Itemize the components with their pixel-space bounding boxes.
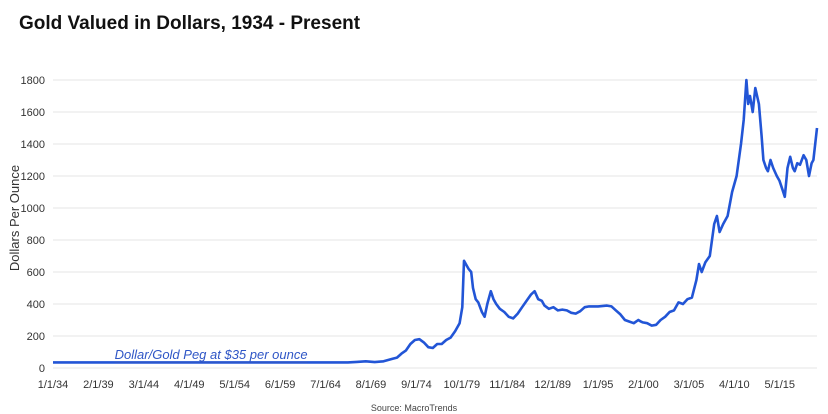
x-tick-label: 8/1/69 xyxy=(356,379,387,391)
x-tick-label: 5/1/54 xyxy=(219,379,250,391)
y-tick-label: 1800 xyxy=(21,75,45,87)
x-tick-label: 9/1/74 xyxy=(401,379,432,391)
x-tick-label: 1/1/95 xyxy=(583,379,614,391)
peg-annotation: Dollar/Gold Peg at $35 per ounce xyxy=(115,347,308,362)
x-tick-labels: 1/1/34 2/1/39 3/1/44 4/1/49 5/1/54 6/1/59 7/1/… xyxy=(38,379,795,391)
gold-price-line xyxy=(53,78,819,364)
x-tick-label: 6/1/59 xyxy=(265,379,296,391)
x-tick-label: 1/1/34 xyxy=(38,379,69,391)
y-tick-label: 200 xyxy=(27,331,45,343)
y-tick-label: 1200 xyxy=(21,171,45,183)
y-tick-label: 1000 xyxy=(21,203,45,215)
x-tick-label: 12/1/89 xyxy=(534,379,571,391)
y-tick-label: 0 xyxy=(39,363,45,375)
y-axis-label: Dollars Per Ounce xyxy=(7,165,22,271)
annotation-layer: Dollar/Gold Peg at $35 per ounce xyxy=(114,347,308,363)
x-tick-label: 2/1/00 xyxy=(628,379,659,391)
y-tick-label: 600 xyxy=(27,267,45,279)
x-tick-label: 3/1/44 xyxy=(129,379,160,391)
chart-title: Gold Valued in Dollars, 1934 - Present xyxy=(19,13,361,34)
y-tick-label: 1400 xyxy=(21,139,45,151)
series-layer xyxy=(53,78,819,364)
x-tick-label: 5/1/15 xyxy=(764,379,795,391)
x-tick-label: 10/1/79 xyxy=(443,379,480,391)
y-tick-label: 1600 xyxy=(21,107,45,119)
x-tick-label: 4/1/10 xyxy=(719,379,750,391)
x-tick-label: 7/1/64 xyxy=(310,379,341,391)
x-tick-label: 3/1/05 xyxy=(674,379,705,391)
y-tick-labels: 0 200 400 600 800 1000 1200 1400 1600 1800 xyxy=(21,75,45,375)
y-tick-label: 800 xyxy=(27,235,45,247)
x-tick-label: 4/1/49 xyxy=(174,379,205,391)
source-note: Source: MacroTrends xyxy=(370,403,458,413)
x-tick-label: 11/1/84 xyxy=(489,379,525,391)
grid-lines xyxy=(53,79,817,369)
y-tick-label: 400 xyxy=(27,299,45,311)
x-tick-label: 2/1/39 xyxy=(83,379,114,391)
